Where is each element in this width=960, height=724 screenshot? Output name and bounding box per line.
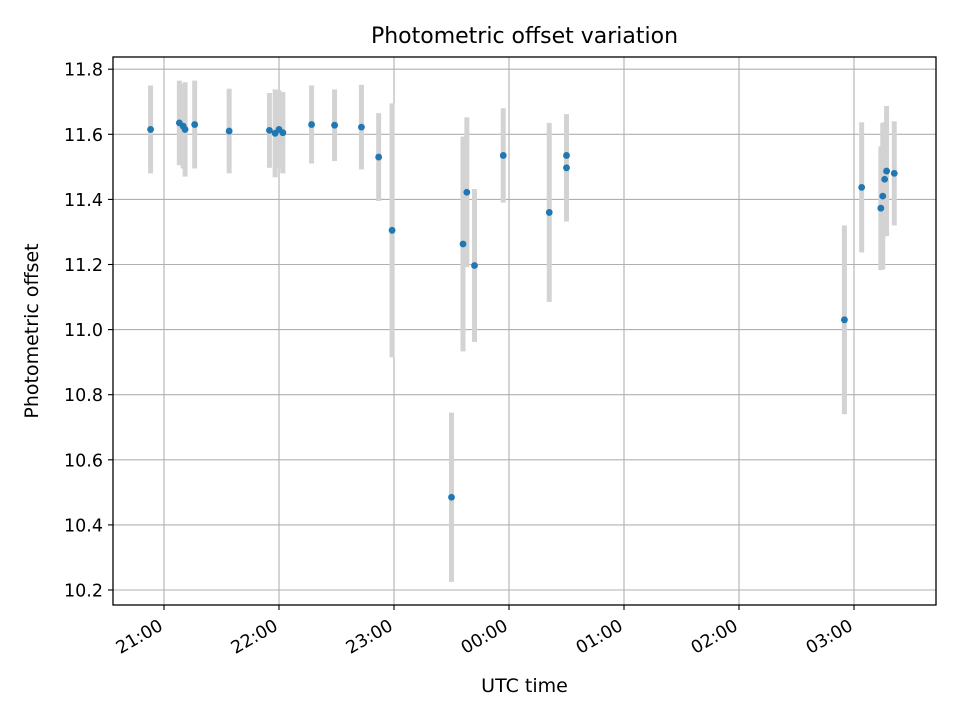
data-point — [225, 127, 233, 135]
x-axis-label: UTC time — [481, 675, 568, 697]
data-point — [877, 204, 885, 212]
y-tick-label: 11.2 — [64, 256, 103, 276]
y-tick-label: 10.2 — [64, 582, 103, 602]
data-point — [879, 192, 887, 200]
chart-title: Photometric offset variation — [371, 24, 678, 49]
data-point — [375, 153, 383, 161]
data-point — [858, 183, 866, 191]
data-point — [308, 121, 315, 128]
data-points — [147, 119, 898, 501]
y-tick-label: 10.4 — [64, 516, 103, 536]
data-point — [266, 126, 273, 134]
y-tick-label: 11.8 — [64, 61, 103, 81]
data-point — [563, 152, 570, 159]
data-point — [331, 121, 338, 129]
data-point — [448, 493, 455, 501]
y-tick-label: 11.4 — [64, 191, 103, 211]
data-point — [388, 226, 396, 234]
y-tick-label: 11.6 — [64, 126, 103, 146]
data-point — [545, 209, 553, 216]
data-point — [147, 126, 154, 133]
data-point — [358, 123, 365, 131]
data-point — [499, 152, 507, 159]
data-point — [563, 164, 570, 172]
data-point — [279, 129, 287, 137]
y-tick-label: 10.6 — [64, 451, 103, 471]
data-point — [881, 175, 889, 183]
data-point — [191, 121, 199, 128]
data-point — [471, 262, 478, 269]
y-ticks: 10.2 10.4 10.6 10.8 11.0 11.2 11.4 11.6 11.8 — [64, 61, 113, 602]
plot-frame — [112, 56, 937, 606]
data-point — [890, 169, 898, 177]
y-axis-label: Photometric offset — [21, 243, 43, 418]
y-tick-label: 10.8 — [64, 386, 103, 406]
data-point — [459, 240, 467, 248]
data-point — [883, 167, 890, 175]
data-point — [841, 316, 848, 324]
data-point — [181, 126, 189, 133]
y-tick-label: 11.0 — [64, 321, 103, 341]
data-point — [463, 188, 471, 196]
